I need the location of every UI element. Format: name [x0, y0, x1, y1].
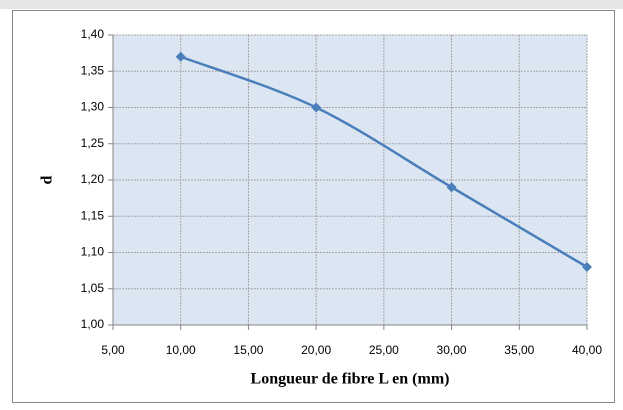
marker — [311, 102, 322, 113]
y-tick-label: 1,15 — [81, 208, 105, 222]
y-axis-label: d — [39, 175, 56, 184]
x-tick-label: 30,00 — [437, 343, 467, 357]
x-tick-label: 20,00 — [301, 343, 331, 357]
y-tick-label: 1,25 — [81, 136, 105, 150]
x-tick-label: 5,00 — [101, 343, 125, 357]
x-tick-label: 40,00 — [572, 343, 602, 357]
x-tick-label: 15,00 — [233, 343, 263, 357]
y-tick-label: 1,00 — [81, 317, 105, 331]
y-tick-label: 1,35 — [81, 63, 105, 77]
data-line — [180, 55, 588, 269]
x-tick-label: 25,00 — [369, 343, 399, 357]
x-tick-label: 10,00 — [166, 343, 196, 357]
x-tick-label: 35,00 — [504, 343, 534, 357]
marker — [582, 262, 592, 272]
y-tick-label: 1,20 — [81, 172, 105, 186]
y-tick-label: 1,40 — [81, 27, 105, 41]
marker — [175, 51, 186, 62]
y-tick-label: 1,10 — [81, 245, 105, 259]
y-tick-label: 1,05 — [81, 281, 105, 295]
marker — [446, 182, 457, 193]
x-axis-label: Longueur de fibre L en (mm) — [251, 371, 450, 388]
y-tick-label: 1,30 — [81, 100, 105, 114]
toolbar-strip — [0, 0, 623, 9]
